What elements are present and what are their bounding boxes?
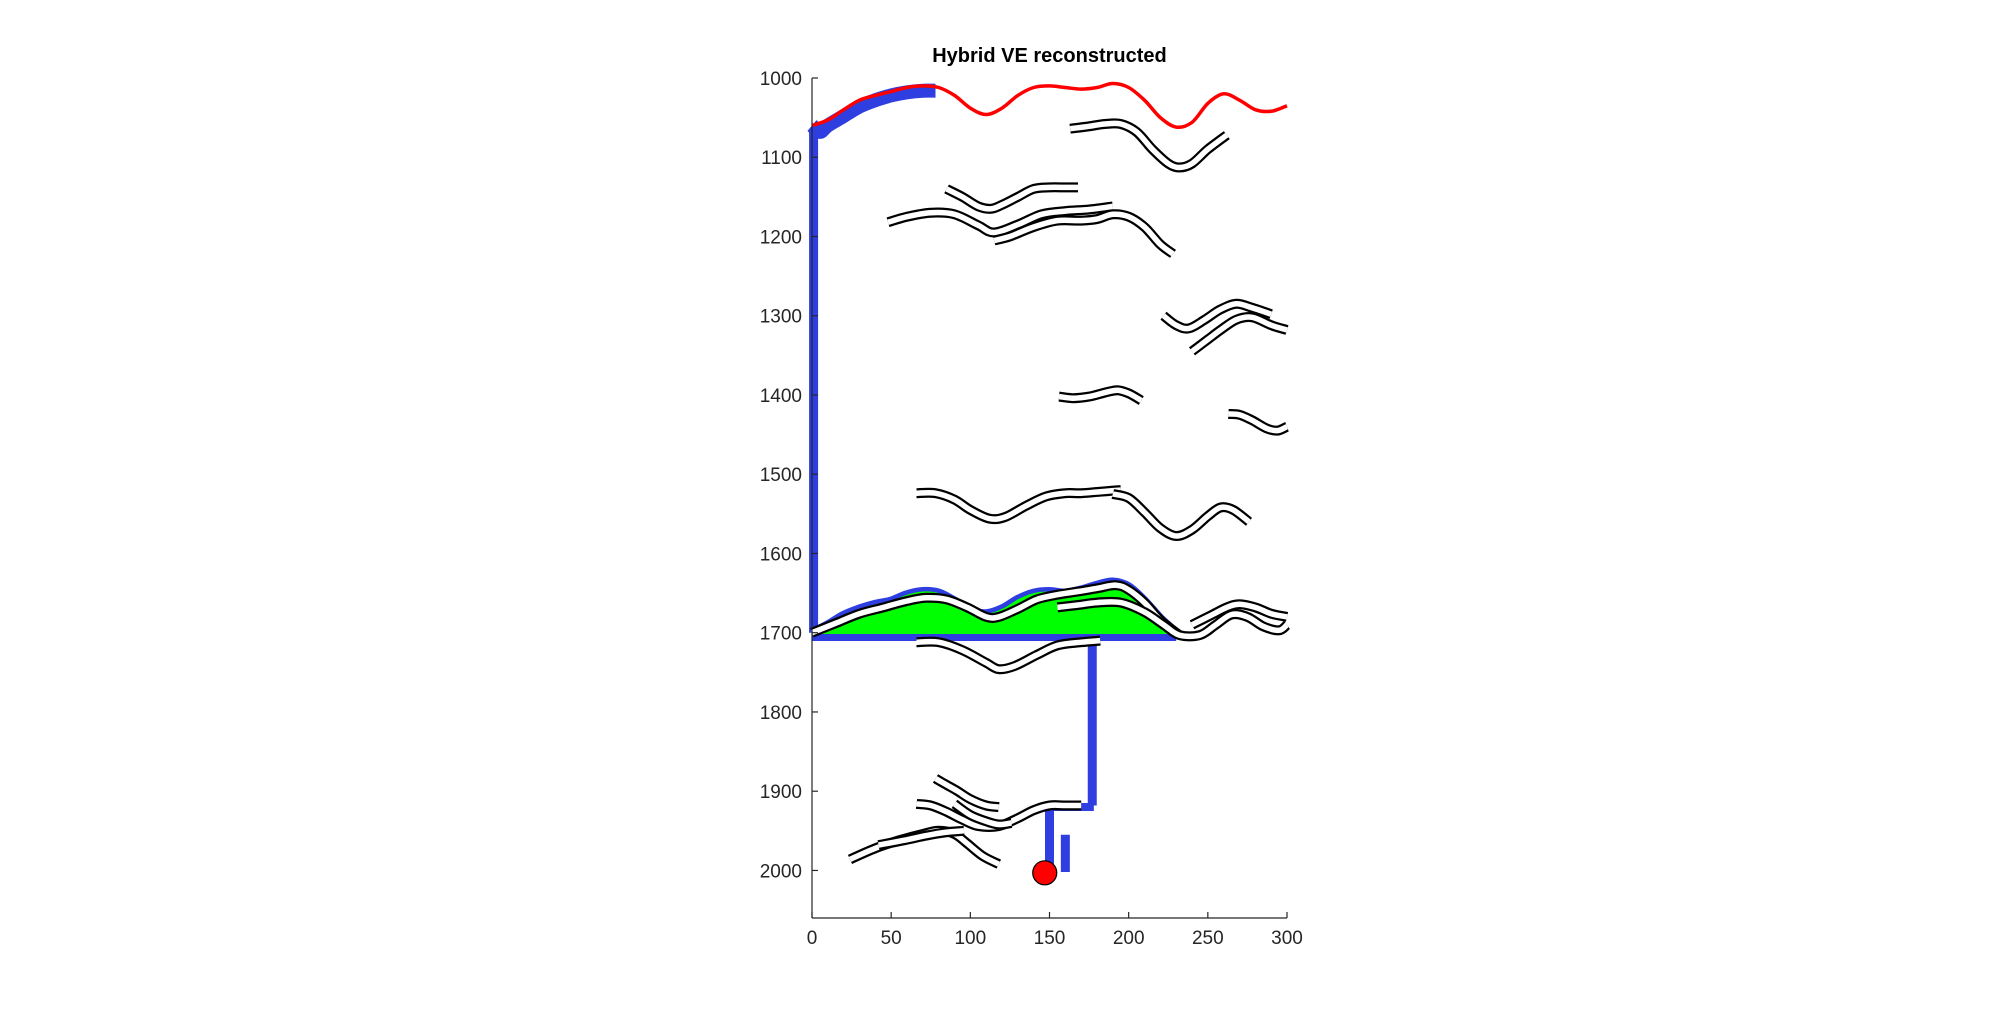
- shale-layer-12-core: [1190, 601, 1288, 628]
- x-tick-label-3: 150: [1034, 928, 1066, 949]
- y-tick-label-5: 1500: [760, 465, 802, 486]
- shale-layer-0-core: [1069, 120, 1229, 171]
- shale-layer-6-core: [1058, 387, 1143, 403]
- top-surface-line: [811, 81, 1288, 130]
- axes: 1000110012001300140015001600170018001900…: [760, 69, 1303, 949]
- shale-layer-7-core: [1228, 411, 1289, 434]
- y-tick-label-8: 1800: [760, 703, 802, 724]
- plume-top-cap: [807, 83, 936, 139]
- y-tick-label-4: 1400: [760, 386, 802, 407]
- shale-layer-1-core: [945, 184, 1078, 212]
- y-tick-label-10: 2000: [760, 861, 802, 882]
- shale-layer-10-core: [810, 582, 1182, 638]
- y-tick-label-6: 1600: [760, 544, 802, 565]
- plot-area: [807, 81, 1291, 886]
- y-tick-label-2: 1200: [760, 227, 802, 248]
- shale-layer-18-core: [877, 828, 965, 848]
- shale-layer-9-core: [1112, 491, 1251, 539]
- shale-layer-5-core: [1190, 314, 1288, 354]
- x-tick-label-1: 50: [881, 928, 902, 949]
- shale-layer-4-core: [1161, 301, 1273, 332]
- y-tick-label-9: 1900: [760, 782, 802, 803]
- y-tick-label-0: 1000: [760, 69, 802, 90]
- x-tick-label-5: 250: [1192, 928, 1224, 949]
- x-tick-label-2: 100: [954, 928, 986, 949]
- y-tick-label-7: 1700: [760, 624, 802, 645]
- y-tick-label-3: 1300: [760, 307, 802, 328]
- injection-well-marker: [1032, 860, 1058, 886]
- chart-title: Hybrid VE reconstructed: [932, 45, 1167, 67]
- y-tick-label-1: 1100: [761, 148, 802, 169]
- x-tick-label-4: 200: [1113, 928, 1145, 949]
- x-tick-label-6: 300: [1271, 928, 1303, 949]
- shale-layer-11-core: [1057, 599, 1289, 640]
- shale-layer-16-core: [952, 801, 1012, 828]
- shale-layer-13-core: [916, 637, 1101, 673]
- shale-layer-14-core: [934, 776, 1000, 810]
- x-tick-label-0: 0: [807, 928, 818, 949]
- shale-layer-3-core: [993, 211, 1175, 257]
- shale-layer-2-core: [887, 203, 1114, 236]
- shale-layer-8-core: [916, 487, 1121, 522]
- co2-layer-area: [812, 581, 1177, 637]
